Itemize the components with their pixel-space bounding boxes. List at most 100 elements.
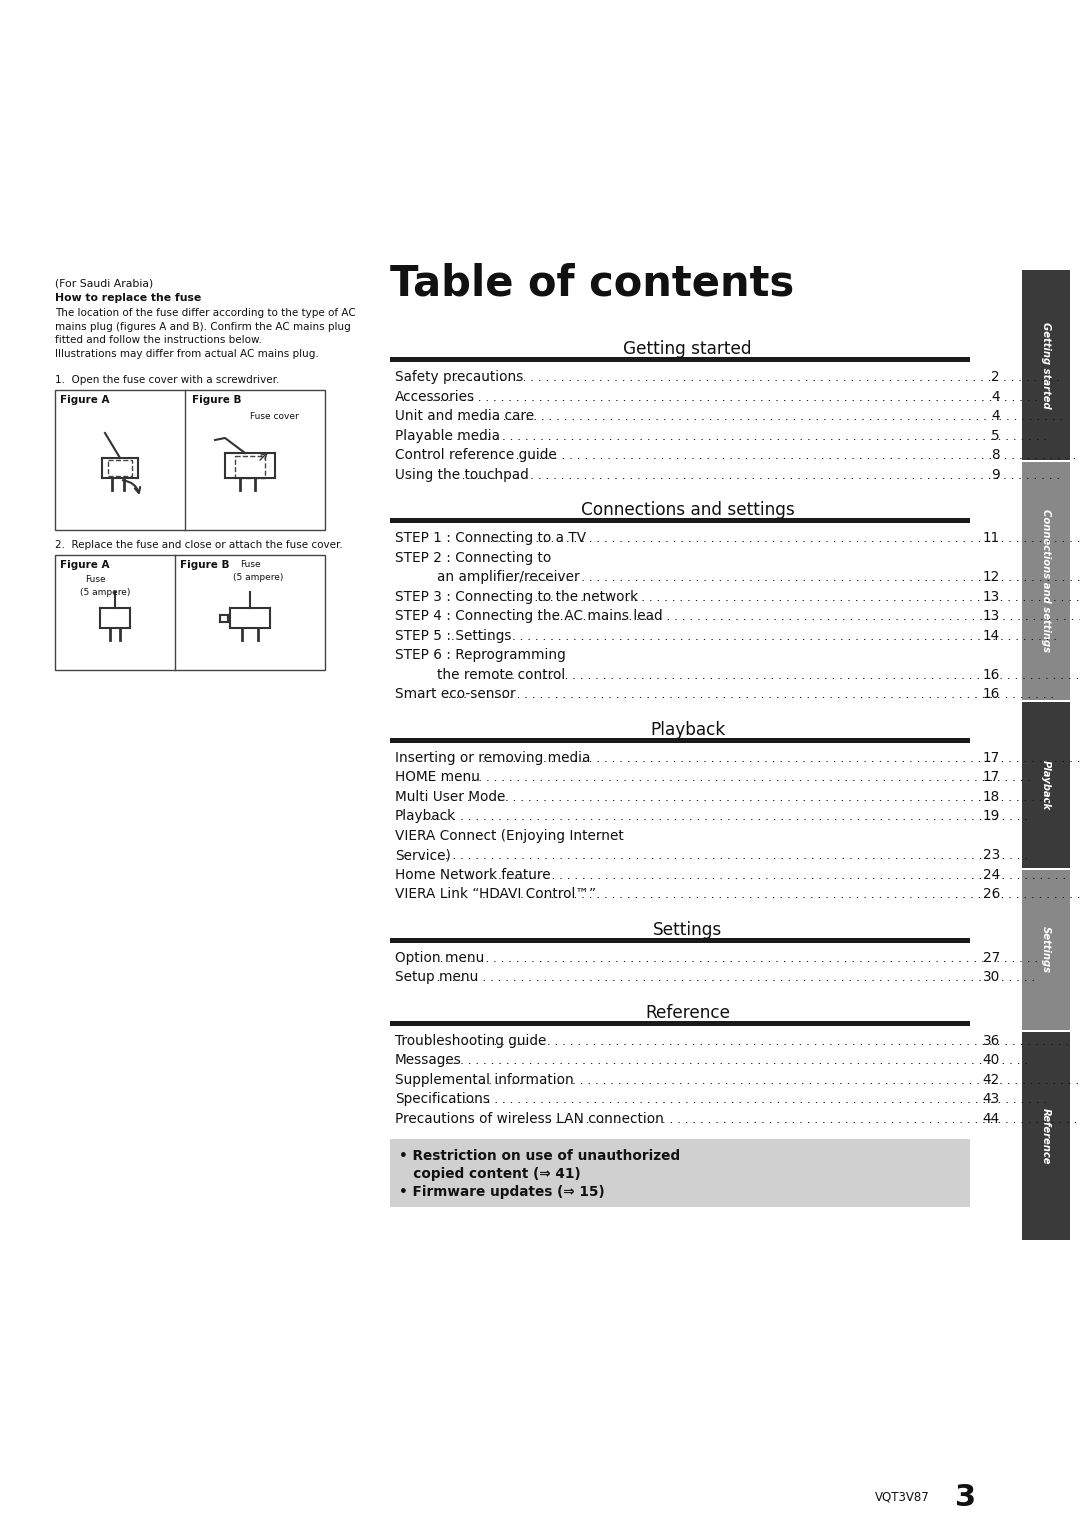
Text: 24: 24 <box>983 868 1000 882</box>
Text: Figure A: Figure A <box>60 560 109 571</box>
Text: Playback: Playback <box>1041 760 1051 810</box>
Bar <box>1022 1032 1070 1241</box>
Text: . . . . . . . . . . . . . . . . . . . . . . . . . . . . . . . . . . . . . . . . : . . . . . . . . . . . . . . . . . . . . … <box>432 952 1042 964</box>
Text: . . . . . . . . . . . . . . . . . . . . . . . . . . . . . . . . . . . . . . . . : . . . . . . . . . . . . . . . . . . . . … <box>470 449 1080 462</box>
Text: Figure B: Figure B <box>180 560 229 571</box>
Text: copied content (⇒ 41): copied content (⇒ 41) <box>399 1167 581 1181</box>
Text: Safety precautions: Safety precautions <box>395 371 524 385</box>
Text: STEP 3 : Connecting to the network: STEP 3 : Connecting to the network <box>395 589 638 604</box>
Text: . . . . . . . . . . . . . . . . . . . . . . . . . . . . . . . . . . . . . . . . : . . . . . . . . . . . . . . . . . . . . … <box>442 430 1051 443</box>
Text: HOME menu: HOME menu <box>395 771 480 784</box>
Text: Supplemental information: Supplemental information <box>395 1073 573 1087</box>
Text: STEP 5 : Settings: STEP 5 : Settings <box>395 629 512 642</box>
Text: . . . . . . . . . . . . . . . . . . . . . . . . . . . . . . . . . . . . . . . . : . . . . . . . . . . . . . . . . . . . . … <box>473 1074 1080 1087</box>
Text: Setup menu: Setup menu <box>395 971 478 984</box>
Bar <box>55 555 325 670</box>
Text: 19: 19 <box>983 809 1000 823</box>
Bar <box>390 737 970 743</box>
Text: 5: 5 <box>991 429 1000 443</box>
Text: How to replace the fuse: How to replace the fuse <box>55 293 201 304</box>
Text: . . . . . . . . . . . . . . . . . . . . . . . . . . . . . . . . . . . . . . . . : . . . . . . . . . . . . . . . . . . . . … <box>447 688 1057 700</box>
Text: . . . . . . . . . . . . . . . . . . . . . . . . . . . . . . . . . . . . . . . . : . . . . . . . . . . . . . . . . . . . . … <box>454 371 1064 385</box>
Text: Getting started: Getting started <box>1041 322 1051 409</box>
Text: Settings: Settings <box>1041 926 1051 974</box>
Text: Fuse cover: Fuse cover <box>249 412 299 421</box>
Text: Playable media: Playable media <box>395 429 500 443</box>
Text: Troubleshooting guide: Troubleshooting guide <box>395 1035 546 1048</box>
Text: Connections and settings: Connections and settings <box>581 501 795 519</box>
Text: . . . . . . . . . . . . . . . . . . . . . . . . . . . . . . . . . . . . . . . . : . . . . . . . . . . . . . . . . . . . . … <box>483 888 1080 902</box>
Text: 8: 8 <box>991 449 1000 462</box>
Text: 27: 27 <box>983 951 1000 964</box>
Text: Accessories: Accessories <box>395 389 475 403</box>
Text: . . . . . . . . . . . . . . . . . . . . . . . . . . . . . . . . . . . . . . . . : . . . . . . . . . . . . . . . . . . . . … <box>496 668 1080 682</box>
Text: the remote control: the remote control <box>437 668 565 682</box>
Text: Smart eco-sensor: Smart eco-sensor <box>395 687 515 700</box>
Text: • Restriction on use of unauthorized: • Restriction on use of unauthorized <box>399 1149 680 1163</box>
Text: . . . . . . . . . . . . . . . . . . . . . . . . . . . . . . . . . . . . . . . . : . . . . . . . . . . . . . . . . . . . . … <box>483 752 1080 765</box>
Text: Using the touchpad: Using the touchpad <box>395 467 529 482</box>
Text: . . . . . . . . . . . . . . . . . . . . . . . . . . . . . . . . . . . . . . . . : . . . . . . . . . . . . . . . . . . . . … <box>504 591 1080 604</box>
Text: 14: 14 <box>983 629 1000 642</box>
Text: . . . . . . . . . . . . . . . . . . . . . . . . . . . . . . . . . . . . . . . . : . . . . . . . . . . . . . . . . . . . . … <box>463 1035 1074 1048</box>
Text: an amplifier/receiver: an amplifier/receiver <box>437 571 580 584</box>
Text: 4: 4 <box>991 409 1000 423</box>
Text: The location of the fuse differ according to the type of AC
mains plug (figures : The location of the fuse differ accordin… <box>55 308 355 359</box>
Text: 42: 42 <box>983 1073 1000 1087</box>
Text: Precautions of wireless LAN connection: Precautions of wireless LAN connection <box>395 1112 664 1126</box>
Text: 43: 43 <box>983 1093 1000 1106</box>
Text: STEP 6 : Reprogramming: STEP 6 : Reprogramming <box>395 649 566 662</box>
Text: 26: 26 <box>983 887 1000 902</box>
Text: STEP 2 : Connecting to: STEP 2 : Connecting to <box>395 551 551 565</box>
Text: Reference: Reference <box>645 1004 730 1022</box>
Text: VQT3V87: VQT3V87 <box>875 1489 930 1503</box>
Bar <box>1022 702 1070 868</box>
Text: STEP 1 : Connecting to a TV: STEP 1 : Connecting to a TV <box>395 531 586 545</box>
Bar <box>235 456 265 478</box>
Text: Control reference guide: Control reference guide <box>395 449 557 462</box>
Text: 4: 4 <box>991 389 1000 403</box>
Text: 2.  Replace the fuse and close or attach the fuse cover.: 2. Replace the fuse and close or attach … <box>55 540 342 549</box>
Text: Specifications: Specifications <box>395 1093 490 1106</box>
Text: Option menu: Option menu <box>395 951 484 964</box>
Text: Inserting or removing media: Inserting or removing media <box>395 751 591 765</box>
Text: 2: 2 <box>991 371 1000 385</box>
Text: Figure B: Figure B <box>192 395 242 404</box>
Bar <box>390 357 970 362</box>
Bar <box>1022 270 1070 459</box>
Bar <box>55 391 325 530</box>
Text: . . . . . . . . . . . . . . . . . . . . . . . . . . . . . . . . . . . . . . . . : . . . . . . . . . . . . . . . . . . . . … <box>422 1054 1032 1067</box>
Text: 13: 13 <box>983 589 1000 604</box>
Text: Connections and settings: Connections and settings <box>1041 510 1051 653</box>
Bar <box>1022 870 1070 1030</box>
Text: . . . . . . . . . . . . . . . . . . . . . . . . . . . . . . . . . . . . . . . . : . . . . . . . . . . . . . . . . . . . . … <box>483 533 1080 545</box>
Text: (5 ampere): (5 ampere) <box>233 572 283 581</box>
Text: VIERA Connect (Enjoying Internet: VIERA Connect (Enjoying Internet <box>395 829 624 842</box>
Text: 13: 13 <box>983 609 1000 623</box>
Text: 17: 17 <box>983 771 1000 784</box>
Text: Messages: Messages <box>395 1053 462 1067</box>
Text: . . . . . . . . . . . . . . . . . . . . . . . . . . . . . . . . . . . . . . . . : . . . . . . . . . . . . . . . . . . . . … <box>460 868 1070 882</box>
Text: 30: 30 <box>983 971 1000 984</box>
Text: Fuse: Fuse <box>240 560 260 569</box>
Text: . . . . . . . . . . . . . . . . . . . . . . . . . . . . . . . . . . . . . . . . : . . . . . . . . . . . . . . . . . . . . … <box>450 630 1061 642</box>
Text: Getting started: Getting started <box>623 340 752 359</box>
Text: Playback: Playback <box>650 720 725 739</box>
Text: Fuse: Fuse <box>85 575 106 584</box>
Bar <box>390 1140 970 1207</box>
Text: 16: 16 <box>983 687 1000 700</box>
Text: 16: 16 <box>983 668 1000 682</box>
Bar <box>108 459 132 476</box>
Bar <box>390 1021 970 1025</box>
Bar <box>390 519 970 523</box>
Text: (For Saudi Arabia): (For Saudi Arabia) <box>55 278 153 288</box>
Text: Multi User Mode: Multi User Mode <box>395 790 505 804</box>
Text: Reference: Reference <box>1041 1108 1051 1164</box>
Text: • Firmware updates (⇒ 15): • Firmware updates (⇒ 15) <box>399 1186 605 1199</box>
Text: . . . . . . . . . . . . . . . . . . . . . . . . . . . . . . . . . . . . . . . . : . . . . . . . . . . . . . . . . . . . . … <box>505 571 1080 584</box>
Text: . . . . . . . . . . . . . . . . . . . . . . . . . . . . . . . . . . . . . . . . : . . . . . . . . . . . . . . . . . . . . … <box>514 610 1080 623</box>
Text: STEP 4 : Connecting the AC mains lead: STEP 4 : Connecting the AC mains lead <box>395 609 663 623</box>
Text: Service): Service) <box>395 848 450 862</box>
Text: . . . . . . . . . . . . . . . . . . . . . . . . . . . . . . . . . . . . . . . . : . . . . . . . . . . . . . . . . . . . . … <box>432 391 1042 403</box>
Text: Table of contents: Table of contents <box>390 262 794 305</box>
